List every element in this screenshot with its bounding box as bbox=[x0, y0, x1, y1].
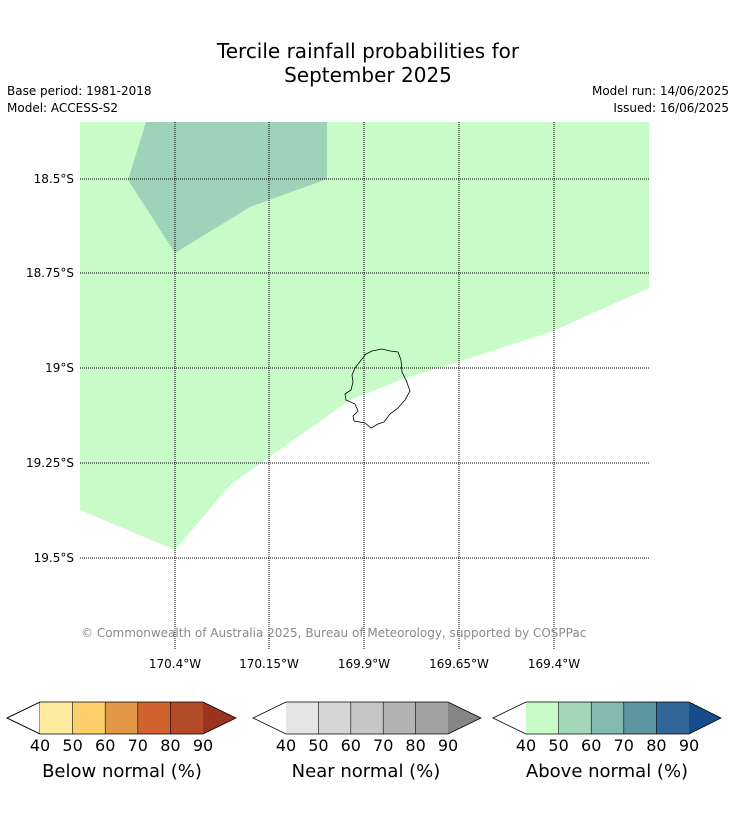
colorbar-near-segment-5 bbox=[415, 702, 448, 734]
lat-label-18-5: 18.5°S bbox=[33, 172, 74, 186]
above-tick-40: 40 bbox=[515, 736, 537, 755]
model-run-date: Model run: 14/06/2025 bbox=[591, 84, 729, 98]
near-tick-70: 70 bbox=[373, 736, 394, 755]
colorbar-above-min-extend bbox=[493, 702, 526, 734]
colorbar-near-segment-2 bbox=[318, 702, 351, 734]
colorbar-near-segment-3 bbox=[350, 702, 384, 734]
colorbar-above-normal bbox=[492, 701, 722, 735]
map-title-line-1: Tercile rainfall probabilities for bbox=[216, 39, 520, 63]
below-tick-80: 80 bbox=[160, 736, 181, 755]
above-tick-90: 90 bbox=[678, 736, 700, 755]
lat-label-18-75: 18.75°S bbox=[26, 266, 74, 280]
lat-label-19-25: 19.25°S bbox=[26, 456, 74, 470]
colorbar-near-max-extend bbox=[448, 702, 481, 734]
above-tick-70: 70 bbox=[613, 736, 634, 755]
near-tick-40: 40 bbox=[275, 736, 297, 755]
below-tick-60: 60 bbox=[95, 736, 116, 755]
lon-label-169-65: 169.65°W bbox=[429, 657, 489, 671]
colorbar-above-max-extend bbox=[689, 702, 721, 734]
model-name: Model: ACCESS-S2 bbox=[7, 101, 119, 115]
colorbar-above-segment-5 bbox=[656, 702, 689, 734]
near-normal-label: Near normal (%) bbox=[291, 761, 441, 782]
longitude-gridlines bbox=[174, 122, 555, 650]
below-tick-70: 70 bbox=[127, 736, 148, 755]
colorbar-below-segment-3 bbox=[105, 702, 138, 734]
colorbar-near-normal bbox=[252, 701, 482, 735]
colorbar-below-segment-1 bbox=[40, 702, 73, 734]
colorbar-above-segment-4 bbox=[623, 702, 657, 734]
colorbar-near-segment-1 bbox=[286, 702, 319, 734]
near-tick-80: 80 bbox=[405, 736, 426, 755]
region-above-normal-60-70 bbox=[128, 122, 327, 253]
base-period: Base period: 1981-2018 bbox=[7, 84, 152, 98]
meta-left: Base period: 1981-2018 Model: ACCESS-S2 bbox=[7, 83, 152, 117]
colorbar-below-segment-5 bbox=[170, 702, 203, 734]
lat-label-19-5: 19.5°S bbox=[33, 551, 74, 565]
colorbar-above-segment-1 bbox=[526, 702, 559, 734]
island-coastline bbox=[344, 348, 411, 429]
lon-label-170-15: 170.15°W bbox=[239, 657, 299, 671]
lon-label-170-4: 170.4°W bbox=[148, 657, 202, 671]
below-tick-50: 50 bbox=[62, 736, 83, 755]
issued-date: Issued: 16/06/2025 bbox=[613, 101, 729, 115]
below-tick-40: 40 bbox=[29, 736, 51, 755]
colorbar-below-max-extend bbox=[203, 702, 236, 734]
colorbar-below-normal bbox=[6, 701, 237, 735]
map-title-line-2: September 2025 bbox=[284, 63, 452, 87]
near-tick-90: 90 bbox=[437, 736, 459, 755]
colorbar-above-segment-3 bbox=[591, 702, 624, 734]
lon-label-169-4: 169.4°W bbox=[527, 657, 581, 671]
near-tick-50: 50 bbox=[308, 736, 329, 755]
colorbar-below-min-extend bbox=[6, 701, 41, 735]
map-plot-area bbox=[80, 122, 649, 650]
colorbar-near-min-extend bbox=[253, 702, 286, 734]
below-tick-90: 90 bbox=[192, 736, 214, 755]
below-normal-label: Below normal (%) bbox=[42, 761, 202, 782]
colorbar-below-segment-4 bbox=[137, 702, 171, 734]
colorbar-near-segment-4 bbox=[383, 702, 416, 734]
above-tick-80: 80 bbox=[646, 736, 667, 755]
lat-label-19: 19°S bbox=[45, 361, 74, 375]
meta-right: Model run: 14/06/2025 Issued: 16/06/2025 bbox=[592, 83, 729, 117]
near-tick-60: 60 bbox=[340, 736, 361, 755]
colorbar-above-segment-2 bbox=[558, 702, 592, 734]
colorbar-below-segment-2 bbox=[72, 702, 106, 734]
copyright-notice: © Commonwealth of Australia 2025, Bureau… bbox=[81, 626, 587, 640]
above-normal-label: Above normal (%) bbox=[525, 761, 689, 782]
above-tick-50: 50 bbox=[548, 736, 569, 755]
lon-label-169-9: 169.9°W bbox=[337, 657, 391, 671]
above-tick-60: 60 bbox=[581, 736, 602, 755]
